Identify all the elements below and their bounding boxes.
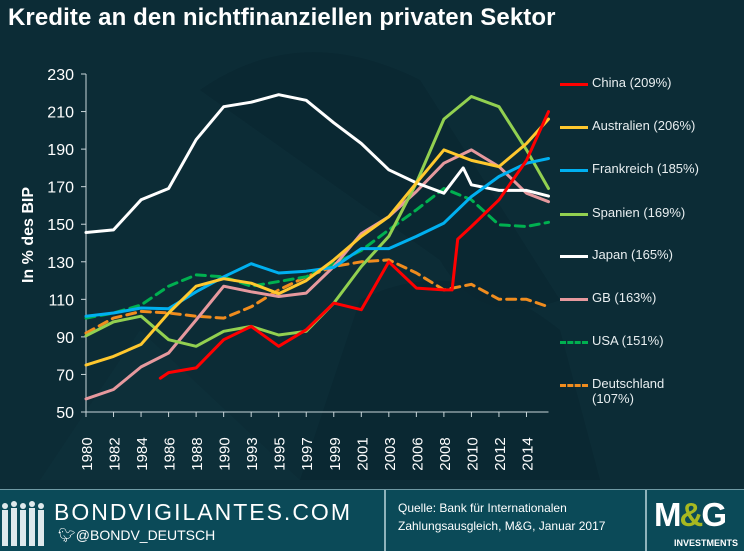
x-tick-label: 2001: [354, 437, 371, 470]
legend-swatch: [560, 169, 588, 172]
legend-label: Spanien (169%): [592, 205, 686, 220]
x-tick-label: 2006: [409, 437, 426, 470]
source-note: Quelle: Bank für Internationalen Zahlung…: [398, 499, 638, 535]
y-tick-label: 170: [47, 180, 74, 197]
y-tick-label: 230: [47, 67, 74, 84]
x-tick-label: 1990: [217, 437, 234, 470]
x-tick-label: 1999: [327, 437, 344, 470]
x-tick-label: 2014: [519, 437, 536, 470]
legend-label: Frankreich (185%): [592, 161, 699, 176]
x-tick-label: 1997: [299, 437, 316, 470]
x-tick-label: 2008: [437, 437, 454, 470]
legend-swatch: [560, 213, 588, 216]
legend-item: Australien (206%): [560, 118, 695, 133]
legend-label: Deutschland (107%): [592, 376, 665, 406]
legend-item: Deutschland (107%): [560, 376, 692, 406]
x-tick-label: 2012: [492, 437, 509, 470]
legend-swatch: [560, 83, 588, 86]
legend-label: GB (163%): [592, 290, 657, 305]
legend-label: Japan (165%): [592, 247, 673, 262]
footer: BONDVIGILANTES.COM 🐦︎@BONDV_DEUTSCH Quel…: [0, 489, 744, 551]
x-tick-label: 1980: [79, 437, 96, 470]
chart-title: Kredite an den nichtfinanziellen private…: [8, 4, 556, 31]
source-line-2: Zahlungsausgleich, M&G, Januar 2017: [398, 519, 606, 533]
twitter-handle[interactable]: 🐦︎@BONDV_DEUTSCH: [58, 527, 215, 544]
y-tick-label: 70: [56, 367, 74, 384]
y-tick-label: 210: [47, 105, 74, 122]
x-tick-label: 1995: [272, 437, 289, 470]
x-tick-label: 1993: [244, 437, 261, 470]
legend-item: Japan (165%): [560, 247, 673, 262]
legend-swatch: [560, 341, 588, 344]
brand-link[interactable]: BONDVIGILANTES.COM: [54, 499, 352, 525]
line-chart: 50 70 90 110 130 150 170 190 210 230 1980 1982 1984 1…: [47, 67, 550, 471]
series-line-japan: [84, 93, 550, 234]
x-tick-label: 1988: [189, 437, 206, 470]
background-swirl: [0, 0, 744, 490]
y-tick-label: 110: [48, 292, 74, 309]
divider: [645, 490, 647, 551]
people-silhouette-icon: [2, 501, 44, 546]
legend-item: USA (151%): [560, 333, 664, 348]
series-line-china: [158, 110, 550, 380]
y-tick-label: 190: [47, 142, 74, 159]
series-line-gb: [84, 148, 550, 401]
legend-item: GB (163%): [560, 290, 656, 305]
legend-item: Frankreich (185%): [560, 161, 699, 176]
legend-label: USA (151%): [592, 333, 664, 348]
divider: [384, 490, 386, 551]
legend-item: Spanien (169%): [560, 205, 685, 220]
mg-logo-subtitle: INVESTMENTS: [674, 538, 739, 548]
series-line-frankreich: [84, 157, 550, 318]
mg-logo-text: M&G: [654, 496, 727, 533]
source-line-1: Quelle: Bank für Internationalen: [398, 501, 567, 515]
x-tick-label: 1982: [107, 437, 124, 470]
twitter-handle-text: @BONDV_DEUTSCH: [75, 527, 216, 543]
mg-logo: M&G INVESTMENTS: [654, 496, 744, 551]
y-tick-label: 130: [47, 255, 74, 272]
legend-swatch: [560, 255, 588, 258]
legend-swatch: [560, 126, 588, 129]
legend-swatch: [560, 298, 588, 301]
legend-label: China (209%): [592, 75, 672, 90]
series-line-usa: [84, 187, 550, 320]
x-tick-label: 1984: [134, 437, 151, 470]
legend-item: China (209%): [560, 75, 672, 90]
series-line-australien: [84, 117, 550, 367]
x-tick-label: 2010: [464, 437, 481, 470]
x-tick-label: 1986: [162, 437, 179, 470]
legend-label: Australien (206%): [592, 118, 696, 133]
legend-swatch: [560, 384, 588, 387]
y-tick-label: 50: [56, 405, 74, 422]
x-tick-label: 2003: [382, 437, 399, 470]
y-tick-label: 150: [47, 217, 74, 234]
twitter-bird-icon: 🐦︎: [58, 527, 76, 543]
y-tick-label: 90: [56, 330, 74, 347]
